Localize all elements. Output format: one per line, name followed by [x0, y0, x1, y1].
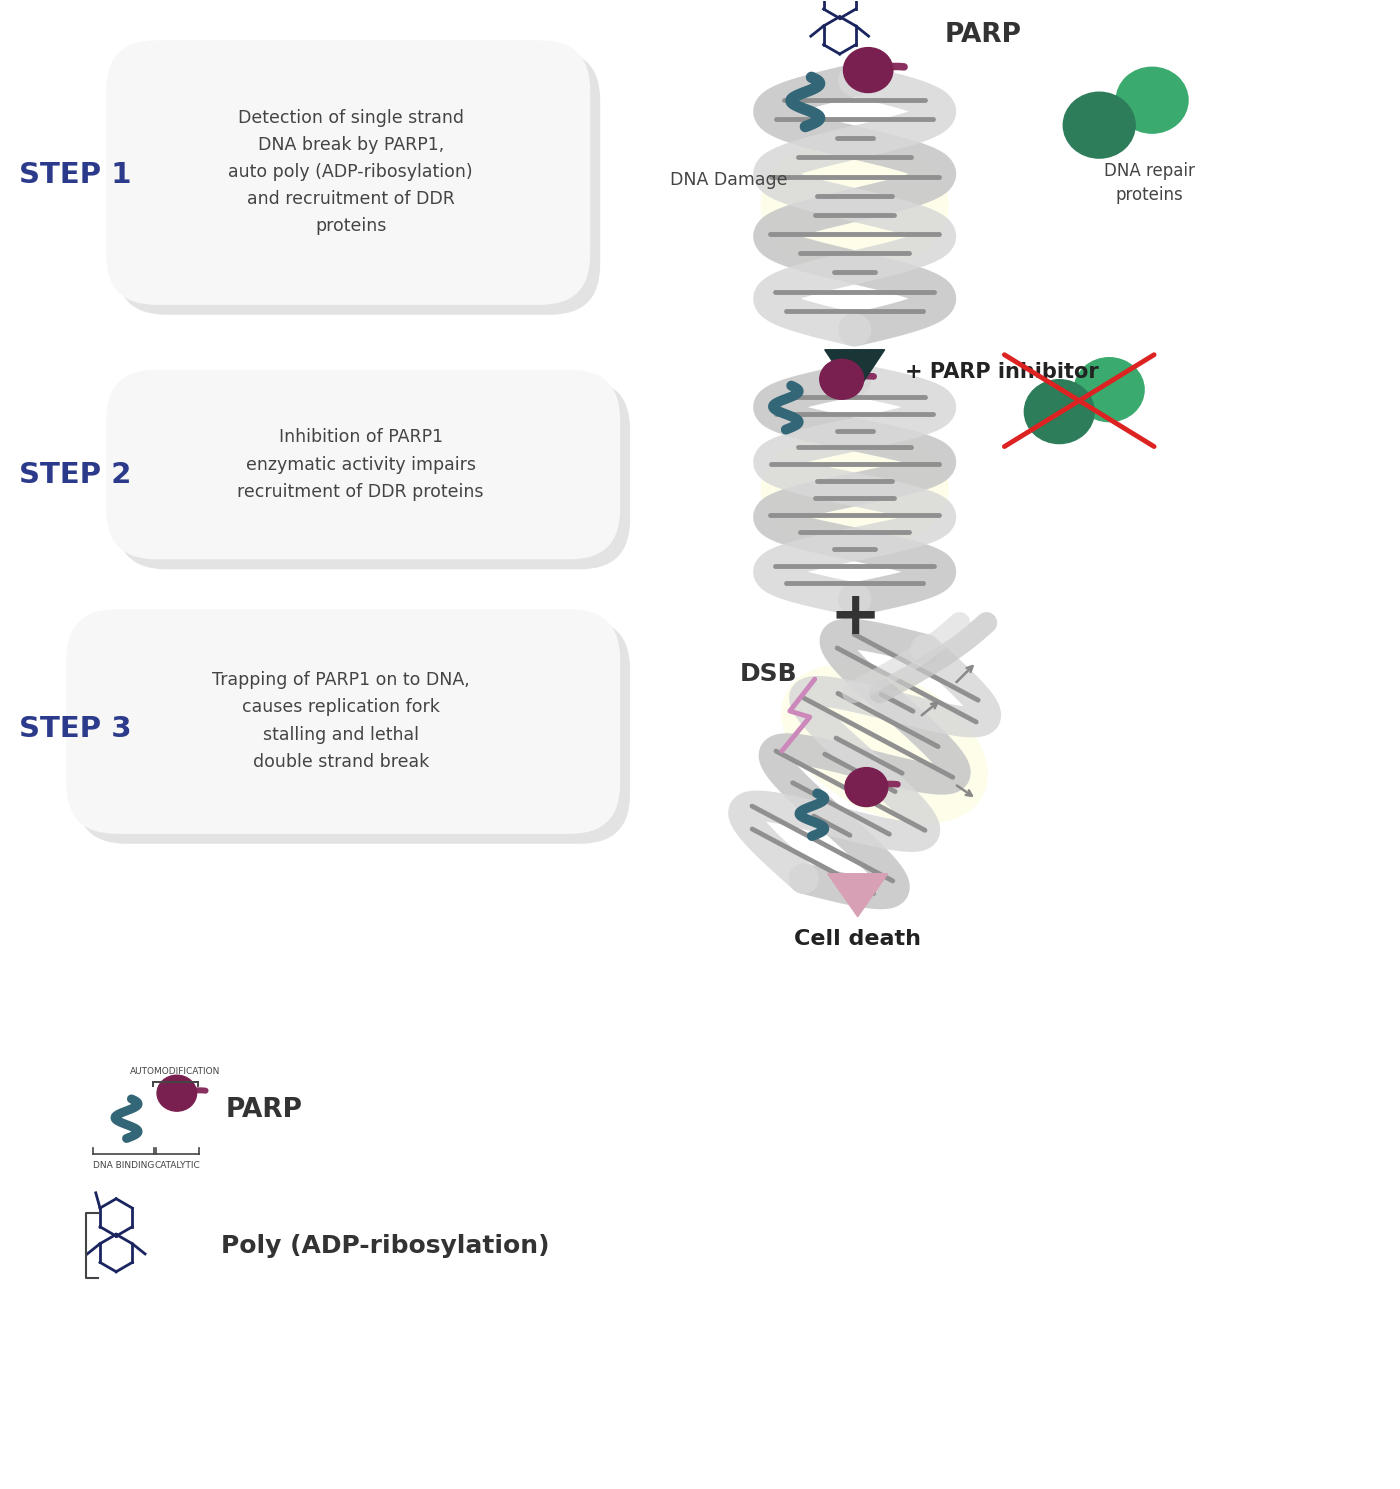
Ellipse shape: [1116, 67, 1189, 133]
Text: + PARP inhibitor: + PARP inhibitor: [904, 362, 1099, 381]
Text: CATALYTIC: CATALYTIC: [154, 1161, 200, 1170]
Ellipse shape: [157, 1075, 196, 1111]
Ellipse shape: [820, 359, 864, 399]
Ellipse shape: [783, 666, 987, 823]
Text: PARP: PARP: [225, 1097, 302, 1123]
Ellipse shape: [1063, 92, 1135, 158]
Ellipse shape: [762, 429, 948, 549]
Text: DNA Damage: DNA Damage: [671, 171, 788, 189]
Polygon shape: [827, 874, 888, 917]
FancyBboxPatch shape: [66, 609, 620, 834]
Text: STEP 2: STEP 2: [20, 460, 132, 488]
FancyBboxPatch shape: [106, 369, 620, 560]
Text: STEP 1: STEP 1: [20, 161, 132, 189]
Text: +: +: [829, 588, 881, 646]
Text: DNA BINDING: DNA BINDING: [92, 1161, 154, 1170]
Text: Cell death: Cell death: [794, 929, 921, 948]
Ellipse shape: [1025, 380, 1095, 444]
Ellipse shape: [1074, 357, 1144, 421]
Text: Trapping of PARP1 on to DNA,
causes replication fork
stalling and lethal
double : Trapping of PARP1 on to DNA, causes repl…: [211, 672, 469, 771]
FancyBboxPatch shape: [116, 380, 630, 569]
Ellipse shape: [843, 48, 893, 92]
FancyBboxPatch shape: [76, 619, 630, 844]
Ellipse shape: [762, 137, 948, 274]
Text: DSB: DSB: [741, 663, 798, 686]
Text: DNA repair
proteins: DNA repair proteins: [1103, 162, 1194, 204]
Text: Inhibition of PARP1
enzymatic activity impairs
recruitment of DDR proteins: Inhibition of PARP1 enzymatic activity i…: [238, 429, 484, 500]
Text: STEP 3: STEP 3: [20, 715, 132, 743]
Polygon shape: [825, 350, 885, 395]
Ellipse shape: [846, 768, 888, 807]
Text: Detection of single strand
DNA break by PARP1,
auto poly (ADP-ribosylation)
and : Detection of single strand DNA break by …: [228, 109, 473, 235]
Text: PARP: PARP: [945, 22, 1022, 48]
Text: Poly (ADP-ribosylation): Poly (ADP-ribosylation): [221, 1234, 549, 1258]
FancyBboxPatch shape: [106, 40, 591, 305]
Text: AUTOMODIFICATION: AUTOMODIFICATION: [130, 1068, 221, 1077]
FancyBboxPatch shape: [116, 51, 601, 314]
